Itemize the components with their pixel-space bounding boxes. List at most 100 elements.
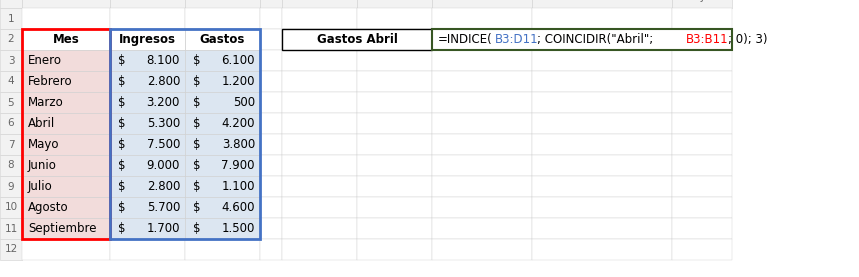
- Bar: [185, 197, 260, 218]
- Bar: [110, 197, 185, 218]
- Bar: [185, 29, 260, 50]
- Bar: [672, 134, 732, 155]
- Bar: [357, 29, 432, 50]
- Bar: [22, 29, 110, 50]
- Text: $: $: [193, 96, 200, 109]
- Bar: [185, 50, 260, 71]
- Text: 1.100: 1.100: [222, 180, 255, 193]
- Text: 3.200: 3.200: [147, 96, 180, 109]
- Text: 500: 500: [233, 96, 255, 109]
- Text: 10: 10: [4, 202, 17, 212]
- Bar: [110, 29, 185, 50]
- Bar: [110, 134, 185, 155]
- Bar: [282, 218, 357, 239]
- Bar: [260, 50, 282, 71]
- Bar: [185, 0, 260, 8]
- Bar: [282, 197, 357, 218]
- Bar: [185, 71, 260, 92]
- Bar: [0, 8, 22, 29]
- Bar: [432, 239, 532, 260]
- Text: Junio: Junio: [28, 159, 57, 172]
- Bar: [432, 8, 532, 29]
- Text: 7.900: 7.900: [222, 159, 255, 172]
- Bar: [672, 0, 732, 8]
- Bar: [185, 218, 260, 239]
- Text: 1.200: 1.200: [222, 75, 255, 88]
- Bar: [532, 134, 672, 155]
- Bar: [282, 176, 357, 197]
- Bar: [185, 29, 260, 50]
- Bar: [532, 29, 672, 50]
- Bar: [185, 92, 260, 113]
- Bar: [185, 239, 260, 260]
- Bar: [110, 50, 185, 71]
- Bar: [432, 218, 532, 239]
- Bar: [185, 92, 260, 113]
- Text: Septiembre: Septiembre: [28, 222, 96, 235]
- Bar: [357, 113, 432, 134]
- Text: 6.100: 6.100: [222, 54, 255, 67]
- Bar: [432, 113, 532, 134]
- Text: 3.800: 3.800: [222, 138, 255, 151]
- Bar: [672, 197, 732, 218]
- Text: G: G: [391, 0, 399, 2]
- Bar: [357, 176, 432, 197]
- Bar: [110, 239, 185, 260]
- Bar: [260, 197, 282, 218]
- Bar: [22, 176, 110, 197]
- Bar: [532, 218, 672, 239]
- Bar: [672, 29, 732, 50]
- Bar: [672, 218, 732, 239]
- Bar: [185, 134, 260, 155]
- Text: 7.500: 7.500: [147, 138, 180, 151]
- Bar: [22, 113, 110, 134]
- Bar: [260, 92, 282, 113]
- Text: 4.600: 4.600: [222, 201, 255, 214]
- Bar: [432, 71, 532, 92]
- Bar: [432, 197, 532, 218]
- Bar: [0, 71, 22, 92]
- Text: 4: 4: [8, 76, 15, 86]
- Bar: [22, 0, 110, 8]
- Bar: [282, 29, 432, 50]
- Bar: [22, 113, 110, 134]
- Bar: [110, 92, 185, 113]
- Bar: [260, 0, 282, 8]
- Text: J: J: [700, 0, 704, 2]
- Bar: [110, 155, 185, 176]
- Bar: [22, 50, 110, 71]
- Bar: [0, 239, 22, 260]
- Text: 2: 2: [8, 35, 15, 45]
- Text: $: $: [193, 75, 200, 88]
- Bar: [110, 197, 185, 218]
- Bar: [357, 134, 432, 155]
- Text: $: $: [118, 138, 125, 151]
- Bar: [357, 92, 432, 113]
- Text: Gastos: Gastos: [200, 33, 245, 46]
- Bar: [357, 8, 432, 29]
- Bar: [532, 50, 672, 71]
- Bar: [0, 197, 22, 218]
- Bar: [185, 50, 260, 71]
- Text: D: D: [218, 0, 227, 2]
- Bar: [672, 71, 732, 92]
- Text: $: $: [118, 159, 125, 172]
- Text: 5: 5: [8, 98, 15, 107]
- Text: B3:B11: B3:B11: [686, 33, 728, 46]
- Bar: [22, 218, 110, 239]
- Bar: [22, 218, 110, 239]
- Bar: [22, 8, 110, 29]
- Bar: [282, 134, 357, 155]
- Bar: [110, 50, 185, 71]
- Bar: [282, 0, 357, 8]
- Bar: [357, 71, 432, 92]
- Bar: [185, 71, 260, 92]
- Bar: [22, 155, 110, 176]
- Text: B: B: [63, 0, 70, 2]
- Bar: [260, 71, 282, 92]
- Text: F: F: [317, 0, 322, 2]
- Bar: [672, 155, 732, 176]
- Bar: [672, 113, 732, 134]
- Bar: [22, 71, 110, 92]
- Bar: [282, 92, 357, 113]
